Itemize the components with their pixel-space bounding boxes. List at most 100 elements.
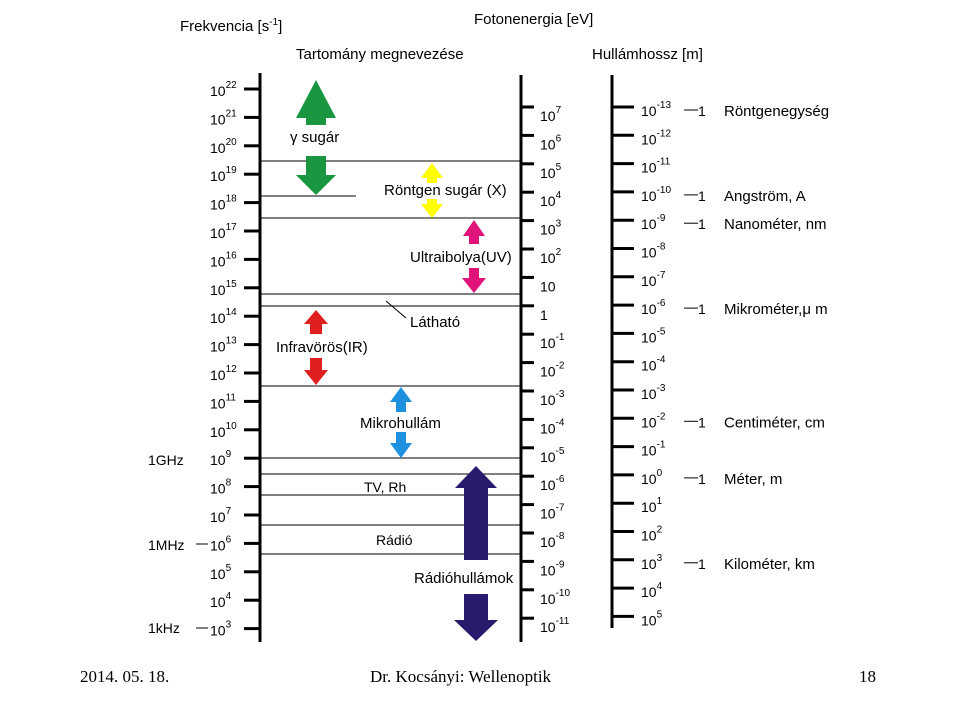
unit-name: Mikrométer,μ m — [724, 301, 828, 318]
unit-one: 1 — [698, 216, 706, 232]
energy-tick-label: 1 — [540, 307, 548, 323]
wavelength-tick-label: 104 — [641, 581, 663, 600]
range-name-heading: Tartomány megnevezése — [296, 46, 464, 63]
freq-tick-label: 1012 — [210, 364, 237, 383]
uv-label: Ultraibolya(UV) — [410, 249, 512, 266]
wavelength-tick-label: 10-6 — [641, 298, 666, 317]
freq-label-1khz: 1kHz — [148, 620, 180, 636]
energy-scale: 10710610510410310210110-110-210-310-410-… — [521, 105, 570, 635]
xray-label: Röntgen sugár (X) — [384, 182, 507, 199]
wavelength-tick-label: 10-9 — [641, 213, 666, 232]
wavelength-tick-label: 101 — [641, 496, 663, 515]
unit-one: 1 — [698, 188, 706, 204]
photon-energy-heading: Fotonenergia [eV] — [474, 11, 593, 28]
freq-tick-label: 1021 — [210, 108, 237, 127]
energy-tick-label: 10-7 — [540, 503, 565, 522]
energy-tick-label: 10-9 — [540, 559, 565, 578]
unit-one: 1 — [698, 556, 706, 572]
unit-one: 1 — [698, 471, 706, 487]
microwave-down-arrow — [390, 432, 412, 458]
frequency-scale: 1022 1021 1020 1019 1018 1017 1016 1015 1014 1013… — [210, 80, 260, 639]
wavelength-tick-label: 10-8 — [641, 242, 666, 261]
wavelength-tick-label: 10-4 — [641, 355, 666, 374]
wavelength-tick-label: 10-5 — [641, 326, 666, 345]
energy-tick-label: 105 — [540, 162, 562, 181]
gamma-up-arrow — [296, 80, 336, 125]
wavelength-tick-label: 10-7 — [641, 270, 666, 289]
freq-tick-label: 107 — [210, 506, 232, 525]
wavelength-tick-label: 10-13 — [641, 100, 671, 119]
unit-one: 1 — [698, 103, 706, 119]
unit-name: Angström, A — [724, 188, 806, 205]
freq-tick-label: 1018 — [210, 194, 237, 213]
wavelength-tick-label: 10-11 — [641, 157, 671, 176]
footer-date: 2014. 05. 18. — [80, 667, 170, 686]
freq-tick-label: 1020 — [210, 137, 237, 156]
radiowaves-down-arrow — [454, 594, 498, 641]
energy-tick-label: 104 — [540, 190, 562, 209]
energy-tick-label: 10-10 — [540, 588, 570, 607]
energy-tick-label: 103 — [540, 219, 562, 238]
wavelength-tick-label: 102 — [641, 525, 663, 544]
microwave-label: Mikrohullám — [360, 415, 441, 432]
wavelength-tick-label: 103 — [641, 553, 663, 572]
unit-name: Röntgenegység — [724, 103, 829, 120]
wavelength-tick-label: 10-10 — [641, 185, 671, 204]
radiowaves-up-arrow — [455, 466, 497, 560]
freq-tick-label: 1019 — [210, 165, 237, 184]
energy-tick-label: 10 — [540, 278, 556, 294]
unit-one: 1 — [698, 301, 706, 317]
radiowaves-label: Rádióhullámok — [414, 570, 514, 587]
freq-tick-label: 1017 — [210, 222, 237, 241]
ir-down-arrow — [304, 358, 328, 385]
tv-label: TV, Rh — [364, 479, 406, 495]
freq-label-1ghz: 1GHz — [148, 452, 184, 468]
wavelength-tick-label: 10-3 — [641, 383, 666, 402]
microwave-up-arrow — [390, 387, 412, 412]
ir-label: Infravörös(IR) — [276, 339, 368, 356]
freq-tick-label: 105 — [210, 563, 232, 582]
uv-down-arrow — [462, 268, 486, 293]
energy-tick-label: 10-2 — [540, 361, 565, 380]
wavelength-tick-label: 10-12 — [641, 128, 671, 147]
freq-tick-label: 108 — [210, 478, 232, 497]
energy-tick-label: 106 — [540, 133, 562, 152]
freq-tick-label: 104 — [210, 591, 232, 610]
freq-tick-label: 1022 — [210, 80, 237, 99]
footer-page: 18 — [859, 667, 876, 686]
radio-label: Rádió — [376, 532, 413, 548]
ir-up-arrow — [304, 310, 328, 334]
unit-name: Centiméter, cm — [724, 414, 825, 431]
frequency-heading: Frekvencia [s-1] — [180, 17, 282, 35]
freq-tick-label: 1010 — [210, 421, 237, 440]
unit-name: Nanométer, nm — [724, 216, 827, 233]
wavelength-tick-label: 10-1 — [641, 440, 666, 459]
visible-label: Látható — [410, 314, 460, 331]
freq-tick-label: 1015 — [210, 279, 237, 298]
energy-tick-label: 102 — [540, 247, 562, 266]
energy-tick-label: 10-4 — [540, 417, 565, 436]
freq-label-1mhz: 1MHz — [148, 537, 185, 553]
energy-tick-label: 10-5 — [540, 446, 565, 465]
footer-author: Dr. Kocsányi: Wellenoptik — [370, 667, 552, 686]
freq-tick-label: 103 — [210, 620, 232, 639]
freq-tick-label: 1016 — [210, 250, 237, 269]
uv-up-arrow — [463, 220, 485, 244]
wavelength-heading: Hullámhossz [m] — [592, 46, 703, 63]
energy-tick-label: 10-1 — [540, 332, 565, 351]
energy-tick-label: 10-8 — [540, 531, 565, 550]
freq-tick-label: 109 — [210, 449, 232, 468]
wavelength-tick-label: 105 — [641, 609, 663, 628]
xray-down-arrow — [421, 199, 443, 218]
wavelength-tick-label: 10-2 — [641, 411, 666, 430]
energy-tick-label: 10-6 — [540, 474, 565, 493]
xray-up-arrow — [421, 163, 443, 183]
energy-tick-label: 10-3 — [540, 389, 565, 408]
freq-tick-label: 1014 — [210, 307, 237, 326]
unit-name: Méter, m — [724, 471, 782, 488]
freq-tick-label: 1011 — [210, 392, 236, 411]
gamma-down-arrow — [296, 156, 336, 195]
gamma-label: γ sugár — [290, 129, 339, 146]
